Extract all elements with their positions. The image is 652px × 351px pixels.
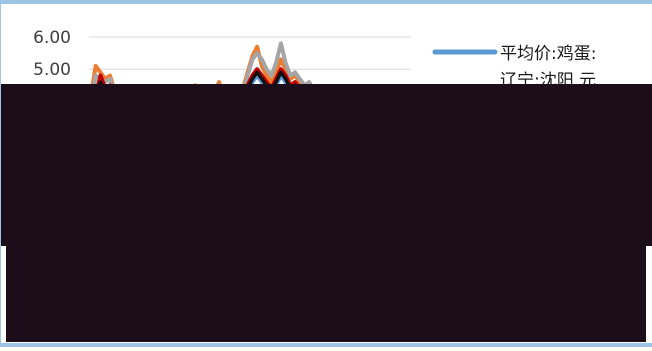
y-tick-label: 5.00 <box>33 60 71 80</box>
legend-label: 平均价:鸡蛋: <box>500 44 596 64</box>
redaction-block-bottom <box>6 246 646 342</box>
y-tick-label: 6.00 <box>33 28 71 48</box>
redaction-block-middle <box>1 84 652 246</box>
